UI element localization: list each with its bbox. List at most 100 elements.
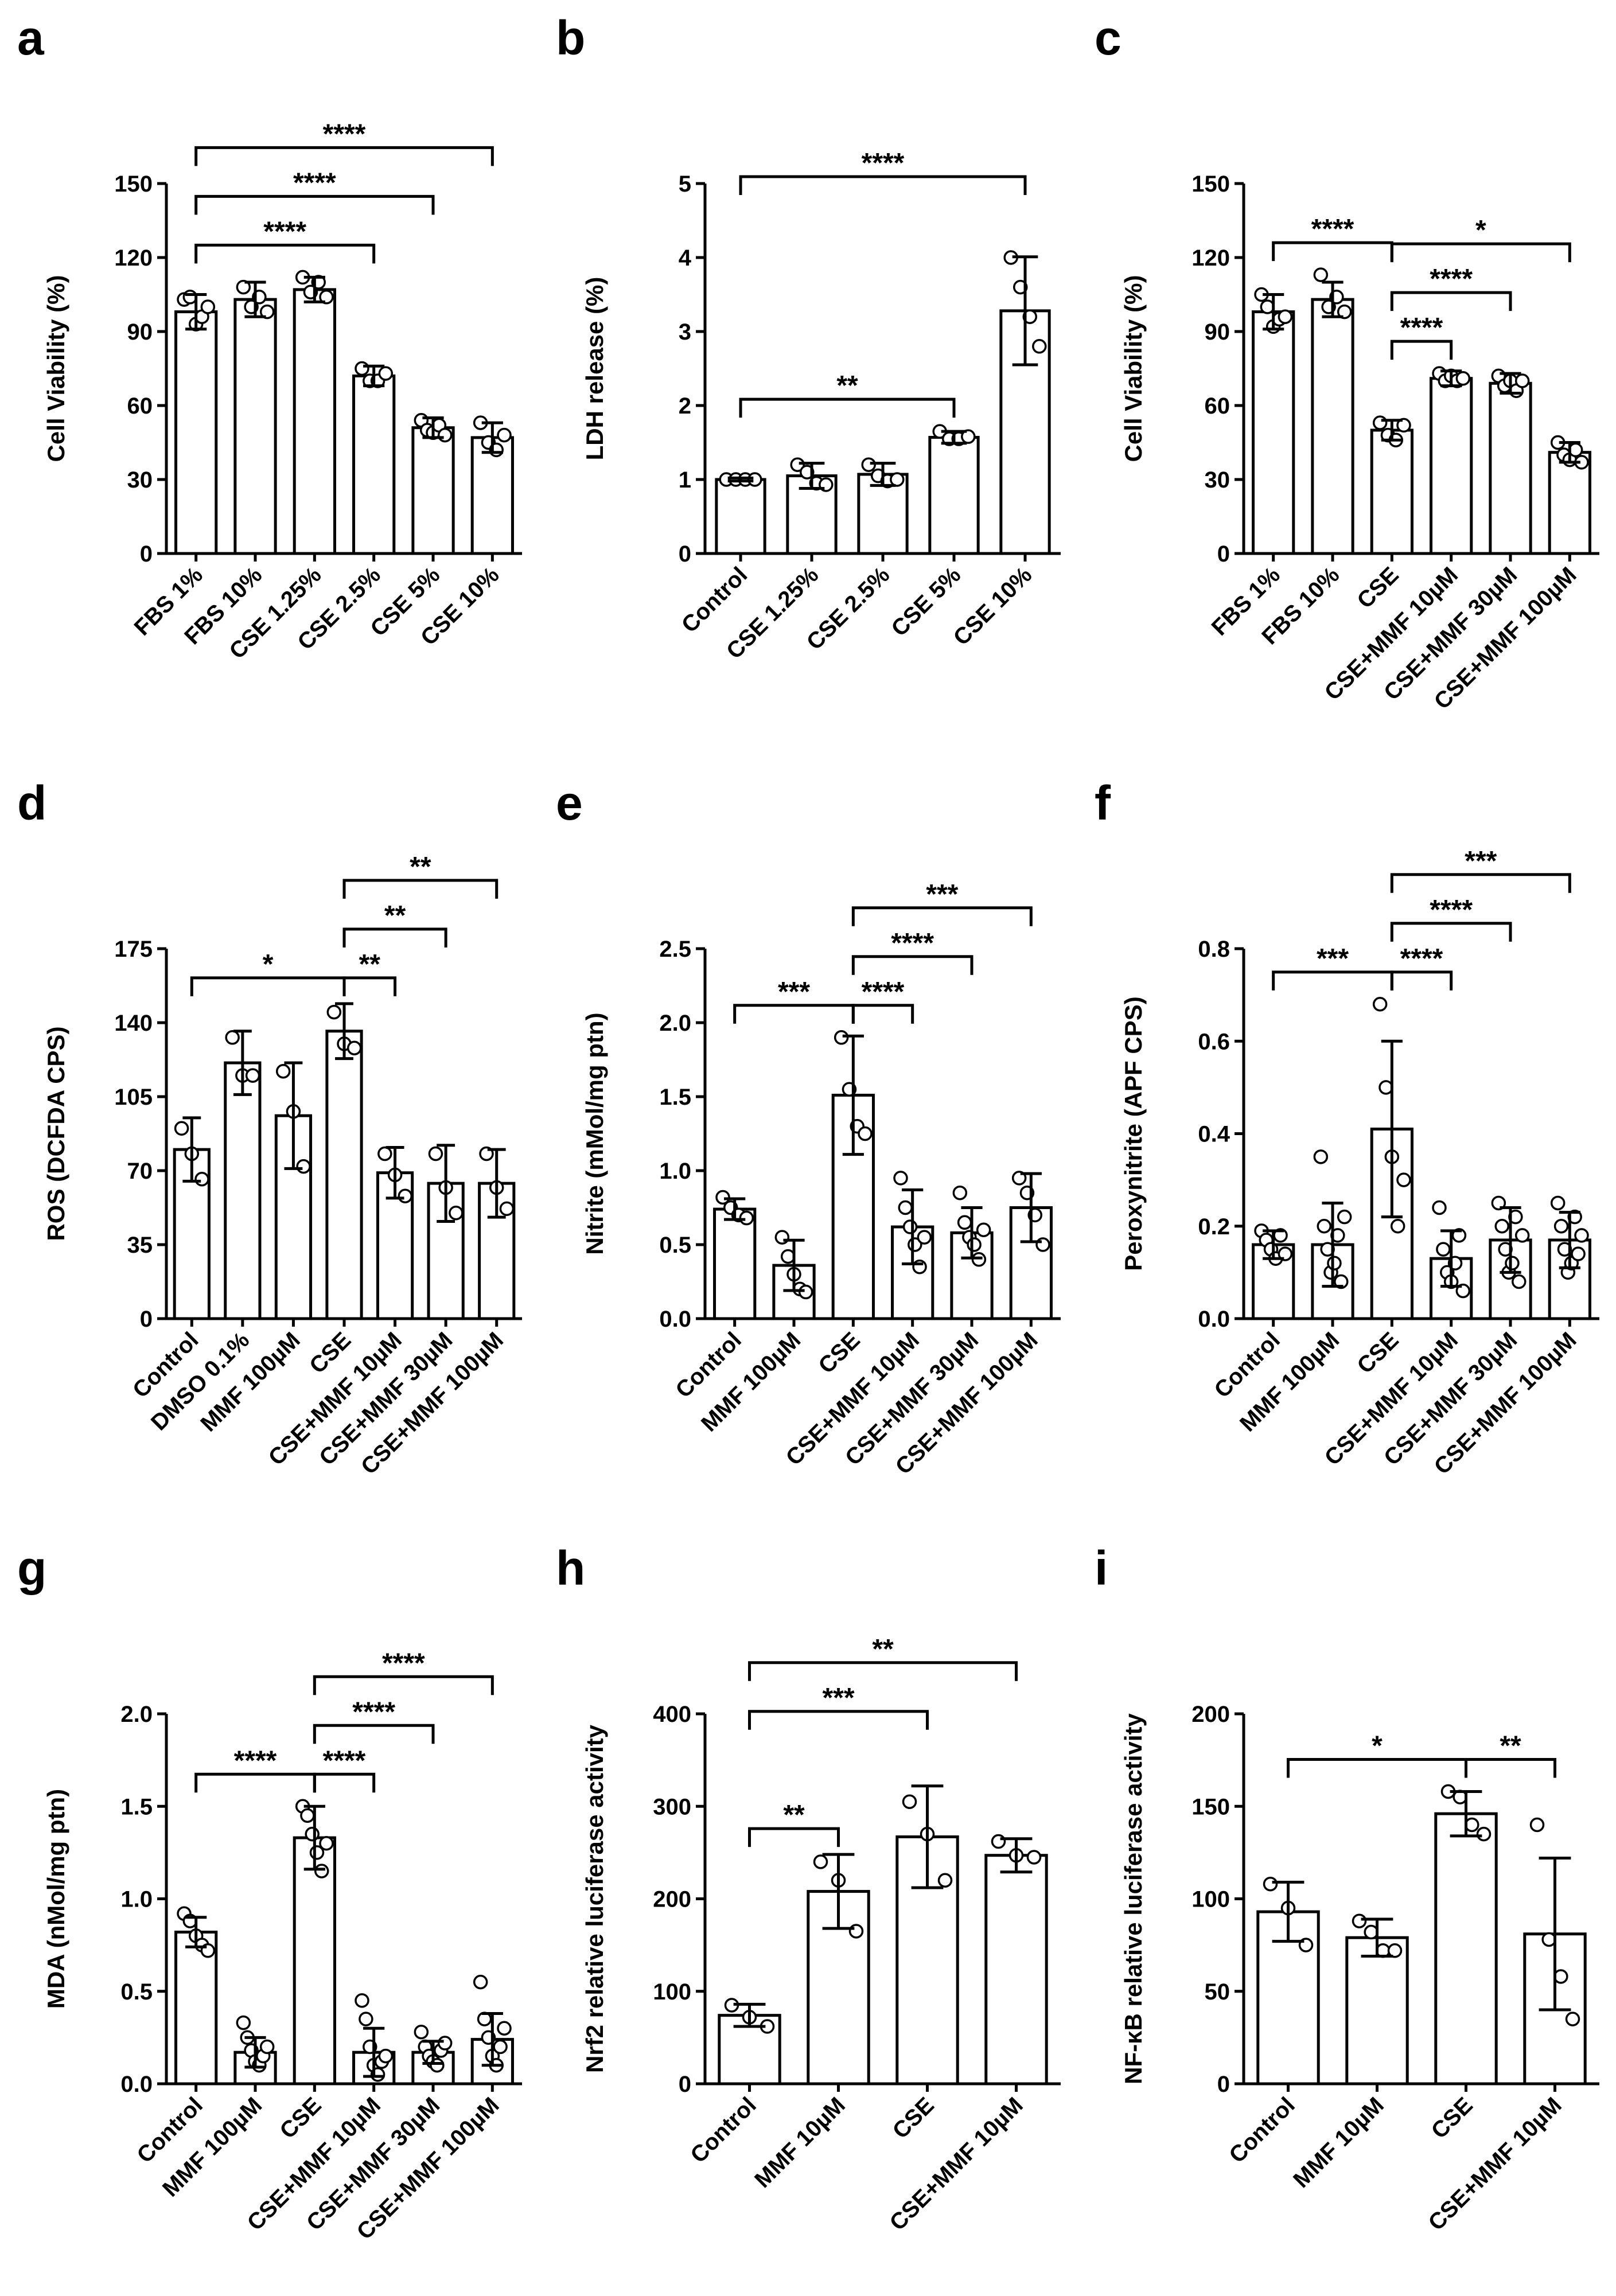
significance-label: **** [352, 1697, 395, 1727]
significance-label: **** [293, 167, 336, 198]
data-point [1436, 1242, 1451, 1257]
data-point [813, 1854, 828, 1869]
x-tick-label: MMF 10µM [1288, 2092, 1389, 2193]
y-tick-label: 0 [679, 2072, 691, 2097]
y-tick-label: 0.0 [1198, 1307, 1230, 1332]
data-point [1494, 1219, 1509, 1234]
y-axis-label: ROS (DCFDA CPS) [42, 1026, 69, 1241]
x-tick-label: CSE [813, 1327, 865, 1378]
y-axis-label: Cell Viability (%) [42, 275, 69, 462]
y-tick-label: 300 [653, 1794, 691, 1819]
data-point [1337, 304, 1352, 319]
significance-bracket [342, 927, 447, 948]
significance-label: *** [822, 1683, 854, 1713]
data-point [1465, 1817, 1479, 1833]
x-tick-label: Control [1224, 2092, 1300, 2168]
data-point [300, 1808, 315, 1823]
data-point [834, 1030, 849, 1045]
y-tick-label: 30 [127, 467, 153, 493]
data-point [449, 1205, 464, 1221]
panel-label: g [17, 1541, 46, 1595]
significance-bracket [194, 194, 435, 215]
data-point [961, 429, 976, 444]
data-point [194, 1171, 209, 1187]
significance-label: *** [1465, 846, 1497, 876]
data-point [493, 2039, 508, 2055]
y-tick-label: 90 [1205, 319, 1231, 345]
bar [293, 288, 336, 555]
significance-label: ** [359, 949, 381, 980]
bar [1252, 310, 1295, 555]
bar [1434, 1812, 1498, 2085]
data-point [1327, 1256, 1342, 1270]
y-axis-label: Nrf2 relative luciferase activity [581, 1724, 608, 2073]
bar [928, 435, 980, 555]
panel: h Nrf2 relative luciferase activity 0 100 20… [556, 1541, 1061, 2236]
significance-bracket [851, 1004, 914, 1024]
data-point [236, 2015, 251, 2030]
y-axis-label: Nitrite (mMol/mg ptn) [581, 1012, 608, 1254]
significance-label: * [1475, 215, 1486, 245]
significance-bracket [313, 1772, 376, 1793]
panel-label: c [1095, 11, 1122, 65]
significance-bracket [851, 906, 1033, 926]
significance-bracket [1465, 1757, 1556, 1778]
data-point [739, 1210, 754, 1226]
bar [984, 1854, 1048, 2085]
panel-label: a [17, 11, 45, 65]
data-point [774, 1230, 790, 1245]
data-point [437, 2036, 453, 2051]
y-tick-label: 120 [114, 245, 153, 271]
data-point [497, 427, 512, 443]
bar [174, 310, 218, 555]
significance-label: ** [783, 1800, 805, 1830]
bar [293, 1836, 336, 2085]
significance-label: **** [323, 1745, 366, 1776]
data-point [1514, 373, 1530, 388]
significance-bracket [748, 1827, 840, 1847]
data-point [1313, 1149, 1329, 1164]
significance-label: *** [1317, 944, 1349, 974]
x-tick-label: CSE [1427, 2092, 1478, 2143]
panel: i NF-κB relative luciferase activity 0 50 10… [1095, 1541, 1599, 2236]
significance-label: **** [263, 216, 306, 247]
significance-label: **** [1430, 264, 1473, 294]
y-tick-label: 1.0 [120, 1887, 153, 1912]
data-point [1035, 1237, 1050, 1252]
data-point [1432, 1200, 1447, 1215]
significance-bracket [194, 1772, 316, 1793]
data-point [499, 1201, 515, 1217]
data-point [1026, 1850, 1042, 1865]
y-tick-label: 0.0 [659, 1307, 691, 1332]
data-point [1263, 1876, 1278, 1892]
data-point [902, 1219, 918, 1234]
data-point [259, 304, 275, 319]
data-point [1529, 1817, 1545, 1833]
bar [233, 298, 277, 555]
significance-label: *** [926, 879, 958, 910]
significance-bracket [194, 146, 494, 166]
data-point [378, 2048, 394, 2064]
data-point [898, 1200, 913, 1215]
panel: e Nitrite (mMol/mg ptn) 0.0 0.5 1.0 1.5 2.0 2.5… [556, 776, 1061, 1479]
y-tick-label: 3 [679, 319, 691, 345]
significance-label: ** [836, 371, 858, 401]
data-point [225, 1030, 240, 1045]
data-point [890, 472, 905, 487]
data-point [174, 1121, 189, 1136]
data-point [326, 1004, 342, 1020]
data-point [790, 457, 805, 472]
data-point [377, 1146, 392, 1161]
data-point [355, 1993, 369, 2008]
significance-label: **** [323, 119, 366, 149]
x-tick-label: Control [686, 2092, 761, 2168]
data-point [245, 1068, 260, 1083]
y-tick-label: 0 [1217, 2072, 1230, 2097]
data-point [912, 1259, 927, 1274]
data-point [1571, 1246, 1586, 1261]
significance-bracket [739, 397, 956, 418]
y-axis-label: Cell Viability (%) [1120, 275, 1147, 462]
significance-bracket [194, 243, 376, 264]
x-tick-label: CSE 10% [949, 562, 1037, 650]
